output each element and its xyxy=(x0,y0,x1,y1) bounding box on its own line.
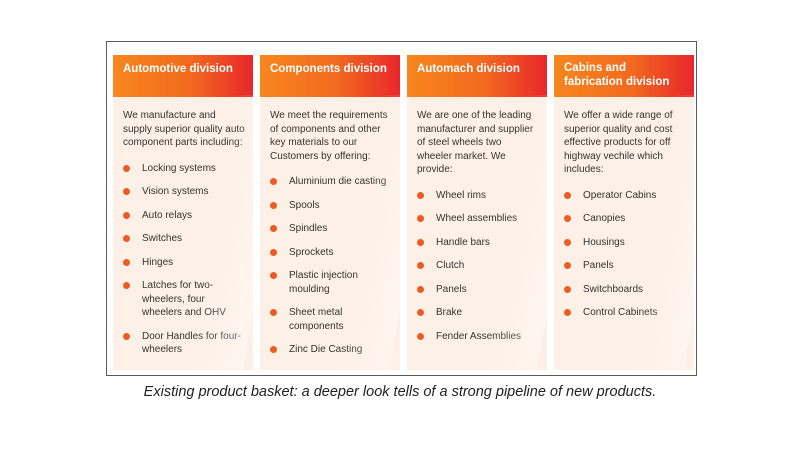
bullet-icon xyxy=(417,309,424,316)
bullet-icon xyxy=(270,178,277,185)
bullet-icon xyxy=(417,191,424,199)
list-item: Wheel assemblies xyxy=(417,212,541,226)
list-item-label: Brake xyxy=(436,307,463,318)
list-item: Aluminium die casting xyxy=(270,175,394,189)
column-header: Components division xyxy=(260,55,400,97)
bullet-icon xyxy=(123,282,130,289)
product-list: Operator Cabins Canopies Housings Panels… xyxy=(554,177,694,320)
bullet-icon xyxy=(564,191,571,199)
list-item-label: Zinc Die Casting xyxy=(289,344,363,355)
list-item: Spools xyxy=(270,199,394,213)
list-item-label: Wheel rims xyxy=(436,189,487,201)
bullet-icon xyxy=(417,215,424,222)
list-item: Clutch xyxy=(417,259,541,273)
list-item: Zinc Die Casting xyxy=(270,343,394,357)
list-item: Handle bars xyxy=(417,236,541,250)
list-item: Door Handles for four-wheelers xyxy=(123,330,247,357)
list-item-label: Sheet metal components xyxy=(289,307,344,332)
bullet-icon xyxy=(123,188,130,195)
bullet-icon xyxy=(123,211,130,219)
product-basket-figure: Automotive division We manufacture and s… xyxy=(106,41,697,376)
list-item-label: Fender Assemblies xyxy=(436,330,522,342)
bullet-icon xyxy=(564,215,571,222)
column-components: Components division We meet the requirem… xyxy=(260,55,400,370)
list-item-label: Operator Cabins xyxy=(583,189,657,201)
column-intro: We meet the requirements of components a… xyxy=(270,110,388,162)
column-intro: We manufacture and supply superior quali… xyxy=(123,110,245,148)
product-list: Aluminium die casting Spools Spindles Sp… xyxy=(260,163,400,357)
figure-caption: Existing product basket: a deeper look t… xyxy=(143,384,657,400)
column-intro: We are one of the leading manufacturer a… xyxy=(417,110,534,175)
column-cabins-fabrication: Cabins and fabrication division We offer… xyxy=(554,55,694,370)
list-item: Panels xyxy=(417,283,541,297)
product-list: Wheel rims Wheel assemblies Handle bars … xyxy=(407,177,547,344)
bullet-icon xyxy=(123,332,130,340)
bullet-icon xyxy=(564,262,571,269)
bullet-icon xyxy=(270,346,277,353)
list-item-label: Canopies xyxy=(583,213,626,224)
bullet-icon xyxy=(123,235,130,242)
list-item-label: Latches for two-wheelers, four wheelers … xyxy=(142,280,226,318)
bullet-icon xyxy=(270,248,277,256)
product-list: Locking systems Vision systems Auto rela… xyxy=(113,150,253,357)
bullet-icon xyxy=(564,285,571,293)
bullet-icon xyxy=(417,285,424,293)
list-item-label: Switches xyxy=(142,233,183,244)
bullet-icon xyxy=(270,309,277,316)
list-item: Control Cabinets xyxy=(564,306,688,320)
list-item-label: Panels xyxy=(436,283,467,295)
bullet-icon xyxy=(564,309,571,316)
bullet-icon xyxy=(417,262,424,269)
list-item-label: Door Handles for four-wheelers xyxy=(142,330,241,356)
list-item-label: Auto relays xyxy=(142,209,193,221)
list-item-label: Aluminium die casting xyxy=(289,176,387,187)
bullet-icon xyxy=(270,272,277,279)
list-item-label: Handle bars xyxy=(436,236,490,248)
column-header: Automach division xyxy=(407,55,547,97)
bullet-icon xyxy=(417,332,424,340)
bullet-icon xyxy=(270,225,277,232)
list-item: Vision systems xyxy=(123,185,247,199)
list-item-label: Switchboards xyxy=(583,283,644,295)
bullet-icon xyxy=(270,201,277,209)
bullet-icon xyxy=(417,238,424,246)
bullet-icon xyxy=(564,238,571,246)
list-item-label: Housings xyxy=(583,236,625,248)
column-automotive: Automotive division We manufacture and s… xyxy=(113,55,253,370)
list-item: Hinges xyxy=(123,256,247,270)
list-item: Sprockets xyxy=(270,246,394,260)
list-item: Switchboards xyxy=(564,283,688,297)
list-item: Brake xyxy=(417,306,541,320)
list-item: Panels xyxy=(564,259,688,273)
list-item: Housings xyxy=(564,236,688,250)
list-item: Latches for two-wheelers, four wheelers … xyxy=(123,279,247,320)
list-item: Switches xyxy=(123,232,247,246)
list-item: Auto relays xyxy=(123,209,247,223)
list-item-label: Control Cabinets xyxy=(583,307,658,318)
list-item-label: Locking systems xyxy=(142,162,216,174)
column-automach: Automach division We are one of the lead… xyxy=(407,55,547,370)
list-item-label: Wheel assemblies xyxy=(436,213,518,224)
list-item-label: Hinges xyxy=(142,256,174,268)
list-item: Operator Cabins xyxy=(564,189,688,203)
list-item: Fender Assemblies xyxy=(417,330,541,344)
list-item-label: Panels xyxy=(583,260,614,271)
list-item: Spindles xyxy=(270,222,394,236)
bullet-icon xyxy=(123,258,130,266)
bullet-icon xyxy=(123,164,130,172)
list-item-label: Vision systems xyxy=(142,186,209,197)
list-item-label: Spindles xyxy=(289,223,328,234)
list-item: Wheel rims xyxy=(417,189,541,203)
list-item-label: Spools xyxy=(289,199,320,211)
list-item-label: Sprockets xyxy=(289,246,334,258)
list-item-label: Plastic injection moulding xyxy=(289,270,358,295)
list-item: Locking systems xyxy=(123,162,247,176)
list-item-label: Clutch xyxy=(436,260,465,271)
column-header: Automotive division xyxy=(113,55,253,97)
list-item: Canopies xyxy=(564,212,688,226)
column-intro: We offer a wide range of superior qualit… xyxy=(564,110,673,175)
column-header: Cabins and fabrication division xyxy=(554,55,694,97)
list-item: Sheet metal components xyxy=(270,306,394,333)
list-item: Plastic injection moulding xyxy=(270,269,394,296)
